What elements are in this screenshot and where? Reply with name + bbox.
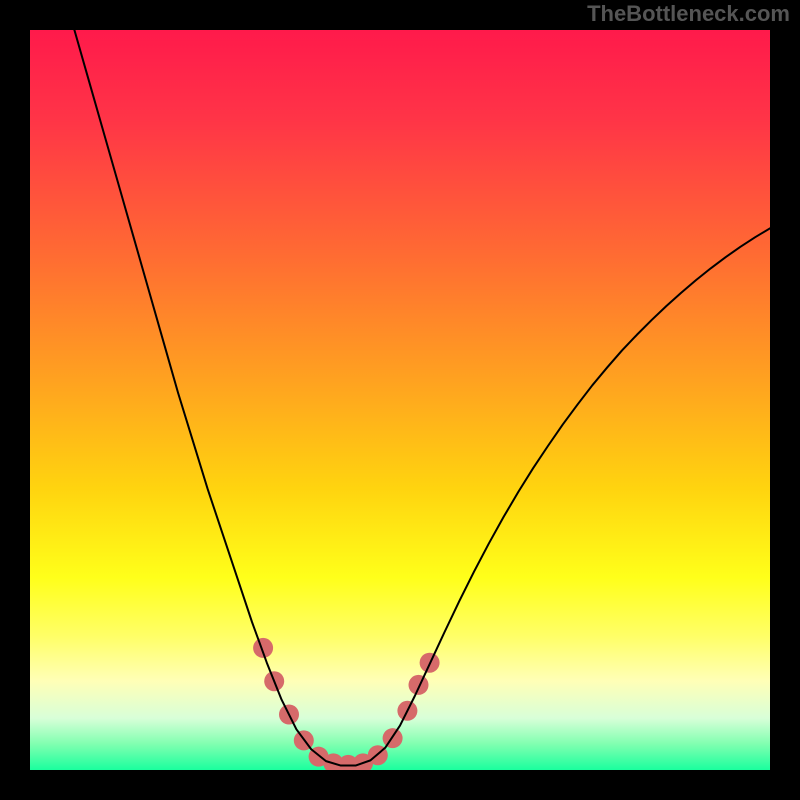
chart-frame: TheBottleneck.com [0, 0, 800, 800]
bottleneck-chart [0, 0, 800, 800]
plot-background [30, 30, 770, 770]
highlight-dot [409, 675, 429, 695]
